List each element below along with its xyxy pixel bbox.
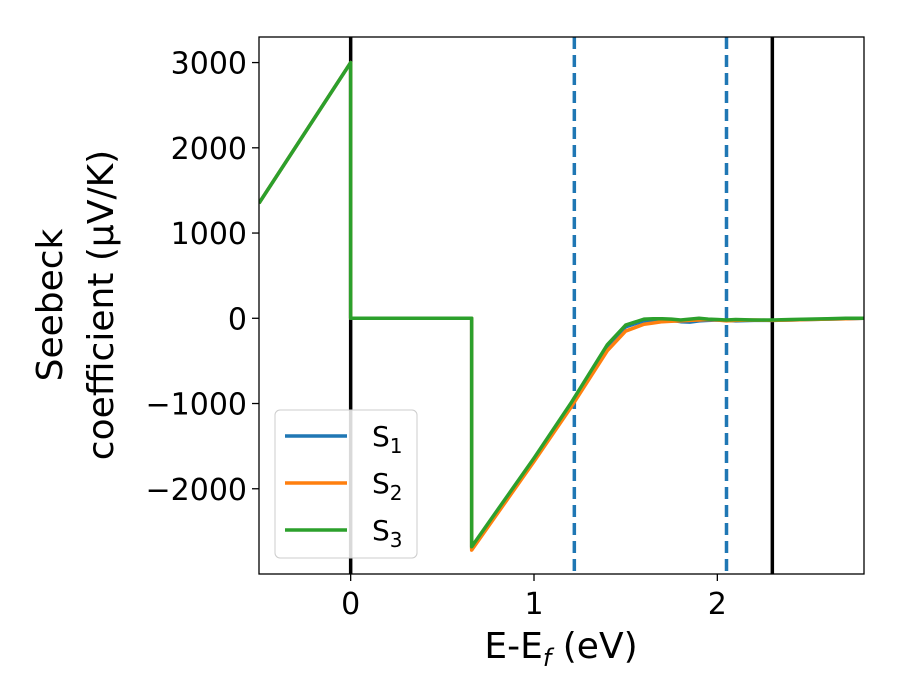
y-axis-title-line2: coefficient (μV/K) [81,150,122,460]
x-axis-title: E-Ef (eV) [484,626,637,672]
x-tick-label-3: 2 [708,587,727,622]
y-tick-label-2: 2000 [171,132,247,167]
x-tick-label-1: 0 [341,587,360,622]
x-axis: 0 1 2 [341,574,727,622]
y-tick-label-1: 3000 [171,47,247,82]
legend-label-2: S2 [372,467,403,505]
y-tick-label-3: 1000 [171,217,247,252]
plot-frame [258,36,865,575]
y-axis: 3000 2000 1000 0 −1000 −2000 [146,47,259,508]
y-tick-label-5: −1000 [146,388,247,423]
legend: S1 S2 S3 [274,409,418,559]
y-tick-label-4: 0 [228,302,247,337]
x-tick-label-2: 1 [524,587,543,622]
legend-label-1: S1 [372,420,403,458]
y-tick-label-6: −2000 [146,473,247,508]
series-lines [259,60,864,552]
y-axis-title-line1: Seebeck [30,228,71,381]
legend-label-3: S3 [372,514,403,552]
series-line-3 [259,60,864,549]
